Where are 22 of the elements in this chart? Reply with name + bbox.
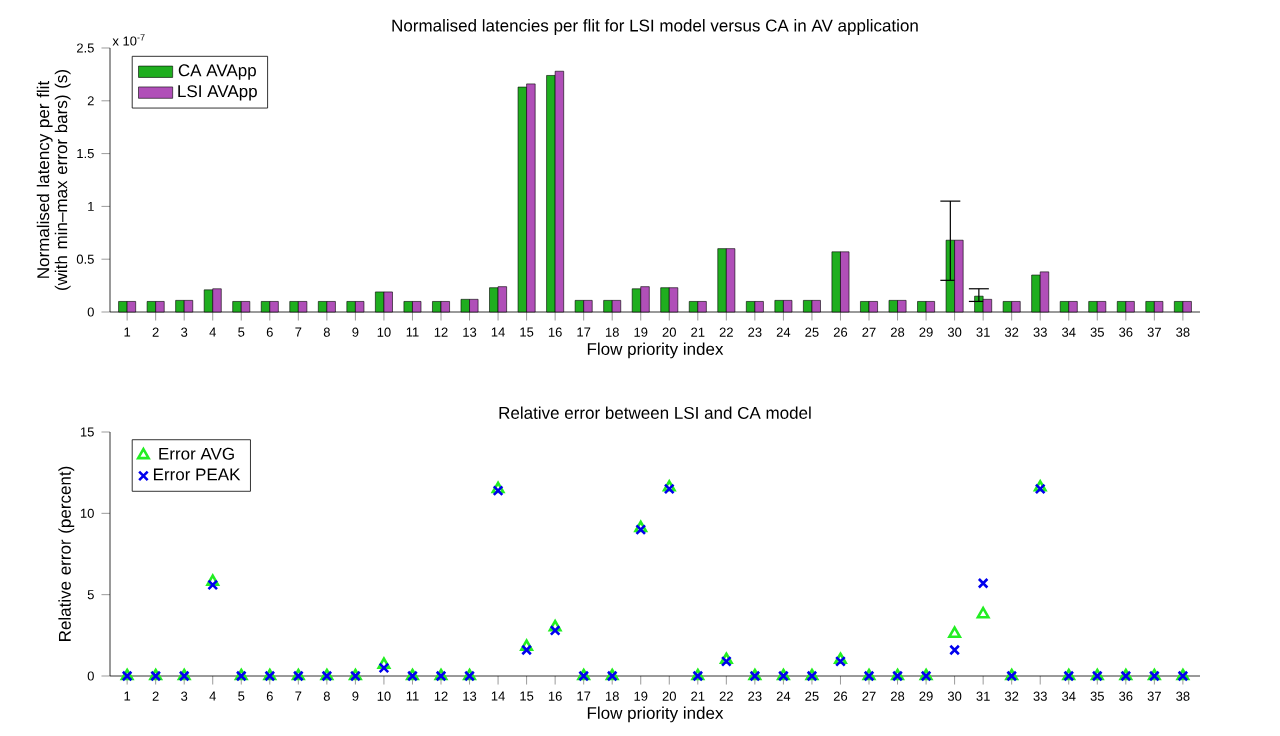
point xyxy=(377,657,391,669)
legend-label: LSI AVApp xyxy=(178,85,257,101)
chart-title: Relative error between LSI and CA model xyxy=(499,406,811,419)
point xyxy=(548,619,562,632)
point xyxy=(378,662,390,674)
point xyxy=(521,644,533,656)
legend-label: Error AVG xyxy=(159,447,234,460)
point xyxy=(949,644,961,656)
x-axis-title: Flow priority index xyxy=(587,342,724,359)
legend-label: CA AVApp xyxy=(178,64,256,80)
y-axis-title: Relative error (percent) xyxy=(58,466,75,641)
point xyxy=(977,577,989,589)
point xyxy=(948,626,962,639)
chart-title: Normalised latencies per flit for LSI model versus CA in AV application xyxy=(392,19,918,35)
point xyxy=(207,579,219,591)
point xyxy=(206,574,220,586)
legend-label: Error PEAK xyxy=(153,468,241,481)
point xyxy=(976,606,990,619)
x-axis-title: Flow priority index xyxy=(587,706,724,723)
y-axis-title: Normalised latency per flit (with min–max error bars) (s) xyxy=(36,70,71,290)
point xyxy=(520,639,534,652)
point xyxy=(549,624,561,636)
